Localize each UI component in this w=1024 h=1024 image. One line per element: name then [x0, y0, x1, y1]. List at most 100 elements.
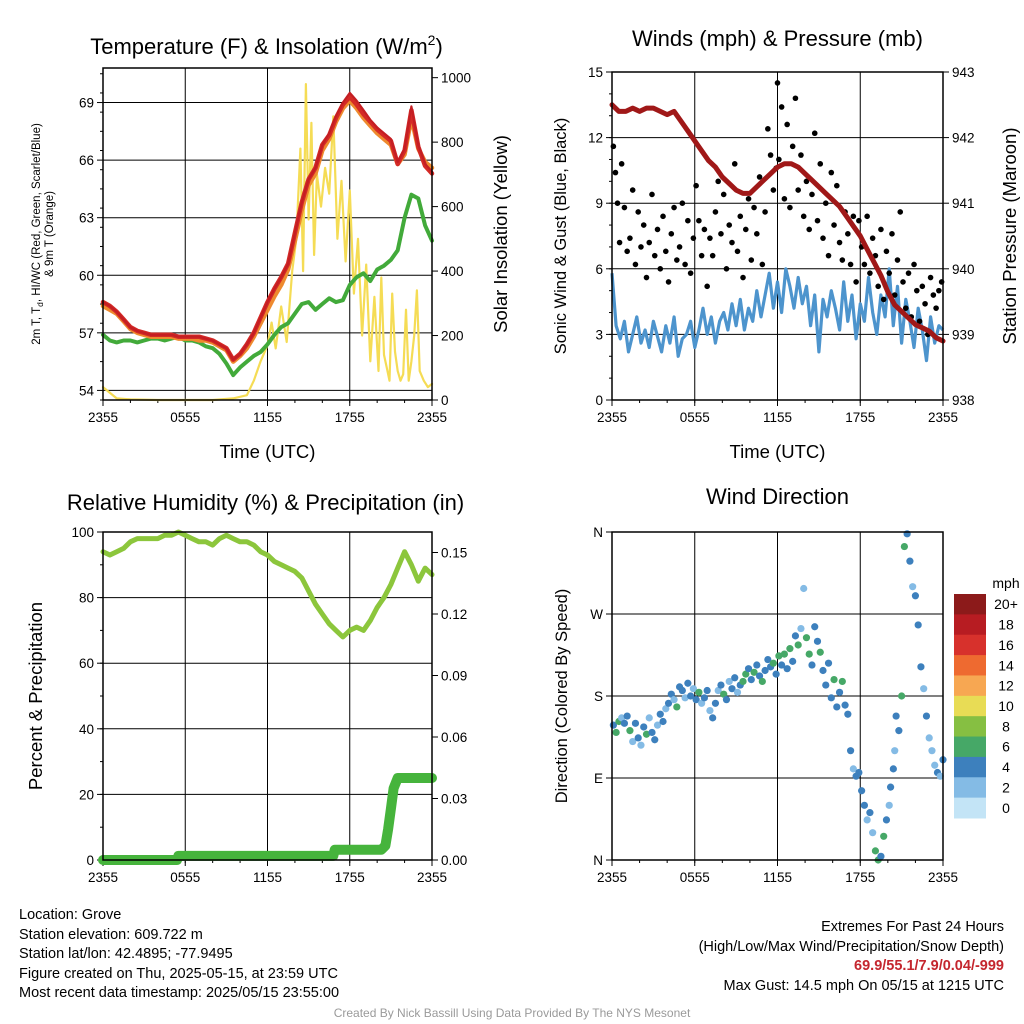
- wind-direction-point: [936, 772, 944, 780]
- x-tick-label: 2355: [928, 410, 958, 425]
- gust-point: [649, 191, 655, 198]
- wind-direction-point: [891, 747, 899, 755]
- wind-direction-point: [656, 710, 664, 718]
- gust-point: [878, 226, 884, 233]
- wind-direction-point: [742, 670, 750, 678]
- wind-direction-point: [811, 623, 819, 631]
- gust-point: [654, 226, 661, 233]
- y-right-tick-label: 1000: [441, 71, 471, 86]
- y-right-tick-label: 400: [441, 264, 464, 279]
- gust-point: [936, 287, 942, 294]
- gust-point: [933, 305, 939, 311]
- wind-direction-point: [651, 736, 659, 744]
- y-tick-label: 80: [79, 591, 94, 606]
- y-right-tick-label: 600: [441, 200, 464, 215]
- gust-point: [712, 209, 719, 215]
- y-right-tick-label: 942: [952, 131, 975, 146]
- wind-direction-point: [700, 694, 709, 702]
- gust-point: [867, 270, 873, 276]
- wind-direction-point: [917, 663, 925, 671]
- winds-title: Winds (mph) & Pressure (mb): [632, 26, 923, 51]
- wind-direction-point: [822, 681, 830, 689]
- colorbar-swatch: [954, 716, 986, 738]
- y-right-tick-label: 941: [952, 196, 975, 211]
- wind-direction-point: [909, 583, 917, 591]
- wind-direction-ylabel: Direction (Colored By Speed): [553, 589, 571, 804]
- x-tick-label: 1755: [335, 410, 365, 425]
- wind-direction-point: [830, 676, 838, 684]
- colorbar-swatch: [954, 736, 986, 758]
- created-text: Figure created on Thu, 2025-05-15, at 23…: [19, 965, 338, 982]
- wind-direction-point: [886, 783, 895, 791]
- wind-direction-point: [816, 648, 824, 656]
- y-tick-label: 60: [79, 656, 94, 671]
- wind-direction-point: [800, 584, 808, 593]
- gust-point: [831, 222, 837, 228]
- gust-point: [687, 270, 694, 276]
- gust-point: [742, 226, 749, 233]
- y-right-tick-label: 938: [952, 393, 975, 408]
- gust-point: [784, 121, 790, 128]
- plot-frame: [102, 67, 433, 401]
- gust-point: [834, 182, 840, 189]
- temperature-panel: 2355 0555 1155 1755 2355 54 57 60 63 66 69 0 200 400 6…: [31, 32, 511, 462]
- wind-direction-point: [841, 701, 849, 709]
- gust-point: [660, 213, 666, 220]
- gust-point: [720, 191, 727, 198]
- wind-direction-point: [805, 650, 813, 658]
- wind-direction-point: [645, 714, 653, 722]
- colorbar-swatch: [954, 655, 986, 676]
- wind-direction-point: [838, 677, 846, 686]
- gust-point: [671, 204, 677, 211]
- gust-point: [905, 270, 912, 276]
- gust-point: [643, 274, 650, 281]
- gust-point: [612, 169, 619, 176]
- wind-direction-point: [855, 768, 863, 777]
- wind-direction-point: [662, 705, 670, 713]
- y-right-tick-label: 940: [952, 262, 975, 277]
- wind-direction-point: [618, 714, 626, 722]
- y-tick-label: 54: [79, 383, 95, 398]
- insolation-ylabel: Solar Insolation (Yellow): [490, 135, 511, 333]
- gust-point: [734, 248, 741, 255]
- gust-point: [891, 292, 898, 298]
- y-tick-label: 69: [79, 96, 94, 111]
- gust-point: [916, 318, 923, 325]
- gust-point: [836, 239, 843, 246]
- humidity-title: Relative Humidity (%) & Precipitation (i…: [67, 490, 464, 515]
- gust-point: [762, 209, 768, 215]
- wind-direction-point: [744, 665, 753, 673]
- gust-point: [698, 252, 705, 259]
- wind-direction-point: [631, 719, 640, 727]
- wind-direction-point: [922, 712, 931, 720]
- wind-direction-point: [849, 765, 857, 773]
- gust-point: [922, 300, 928, 307]
- gust-point: [723, 266, 730, 272]
- x-tick-label: 2355: [928, 870, 958, 885]
- wind-direction-point: [692, 696, 700, 704]
- wind-direction-point: [678, 686, 686, 695]
- temperature-ylabel: 2m T, Td, HI/WC (Red, Green, Scarlet/Blu…: [31, 123, 56, 345]
- wind-direction-point: [783, 665, 791, 673]
- recent-data-text: Most recent data timestamp: 2025/05/15 2…: [19, 985, 340, 1001]
- wind-direction-point: [750, 668, 758, 676]
- y-right-tick-label: 939: [952, 327, 975, 342]
- wind-direction-point: [695, 688, 703, 696]
- max-gust-text: Max Gust: 14.5 mph On 05/15 at 1215 UTC: [723, 977, 1004, 994]
- colorbar-swatch: [954, 777, 986, 799]
- y-tick-label: N: [593, 525, 603, 540]
- wind-direction-point: [623, 712, 631, 720]
- x-tick-label: 1155: [253, 410, 282, 425]
- wind-direction-point: [920, 685, 928, 693]
- colorbar-swatch: [954, 797, 986, 819]
- colorbar-label: 6: [1002, 739, 1010, 755]
- gust-point: [847, 261, 854, 268]
- wind-direction-point: [698, 699, 706, 707]
- gust-point: [798, 152, 804, 158]
- x-tick-label: 1155: [253, 870, 282, 885]
- y-right-tick-label: 0.15: [441, 546, 467, 561]
- gust-point: [880, 296, 887, 303]
- gust-point: [913, 287, 920, 294]
- colorbar-label: 12: [998, 678, 1014, 694]
